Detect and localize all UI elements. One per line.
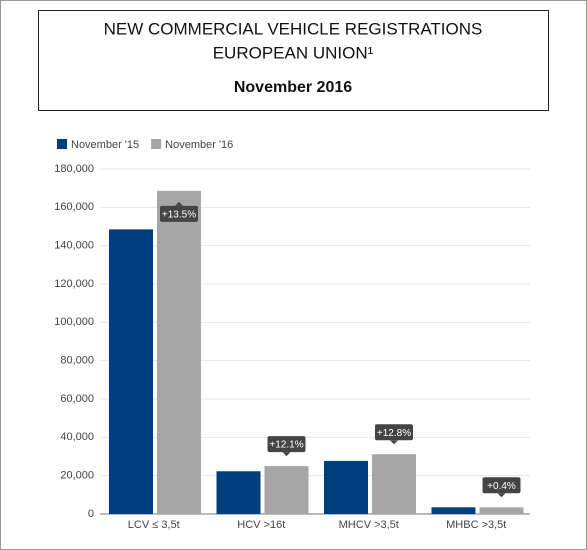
y-tick-label: 0 bbox=[88, 508, 94, 520]
y-tick-label: 100,000 bbox=[54, 316, 94, 328]
bar bbox=[372, 454, 416, 514]
annotation-pointer bbox=[390, 440, 398, 445]
annotation: +12.8% bbox=[377, 428, 411, 439]
annotation-pointer bbox=[175, 201, 183, 206]
bar bbox=[324, 460, 368, 514]
bar bbox=[157, 190, 201, 514]
annotation-box bbox=[482, 477, 521, 494]
y-tick-label: 160,000 bbox=[54, 201, 94, 213]
annotation-pointer bbox=[282, 452, 291, 457]
annotation-box bbox=[375, 424, 413, 441]
y-tick-label: 180,000 bbox=[54, 163, 94, 175]
header-box bbox=[38, 10, 549, 111]
annotation-box bbox=[160, 205, 198, 222]
legend-swatch bbox=[151, 139, 162, 149]
annotation: +0.4% bbox=[487, 481, 516, 492]
y-tick-label: 80,000 bbox=[60, 355, 94, 367]
legend-swatch bbox=[57, 139, 67, 149]
chart-title: EUROPEAN UNION¹ bbox=[213, 43, 374, 62]
bar bbox=[216, 471, 261, 514]
y-tick-label: 40,000 bbox=[60, 431, 94, 443]
bar bbox=[479, 507, 524, 514]
annotation-pointer bbox=[497, 493, 506, 498]
x-tick-label: MHCV >3,5t bbox=[339, 519, 399, 531]
bar bbox=[431, 507, 476, 514]
chart-subtitle: November 2016 bbox=[234, 79, 352, 96]
annotation: +12.1% bbox=[269, 440, 303, 451]
annotation-box bbox=[267, 436, 306, 453]
y-tick-label: 140,000 bbox=[54, 240, 94, 252]
legend-label: November '16 bbox=[165, 139, 233, 151]
y-tick-label: 60,000 bbox=[60, 393, 94, 405]
x-tick-label: MHBC >3,5t bbox=[446, 519, 506, 531]
legend-label: November '15 bbox=[71, 139, 139, 151]
bar bbox=[109, 229, 153, 514]
y-tick-label: 120,000 bbox=[54, 278, 94, 290]
bar bbox=[264, 466, 309, 514]
x-tick-label: HCV >16t bbox=[237, 519, 285, 531]
y-tick-label: 20,000 bbox=[60, 470, 94, 482]
x-tick-label: LCV ≤ 3,5t bbox=[128, 519, 180, 531]
annotation: +13.5% bbox=[162, 209, 196, 220]
chart-title: NEW COMMERCIAL VEHICLE REGISTRATIONS bbox=[104, 19, 483, 38]
